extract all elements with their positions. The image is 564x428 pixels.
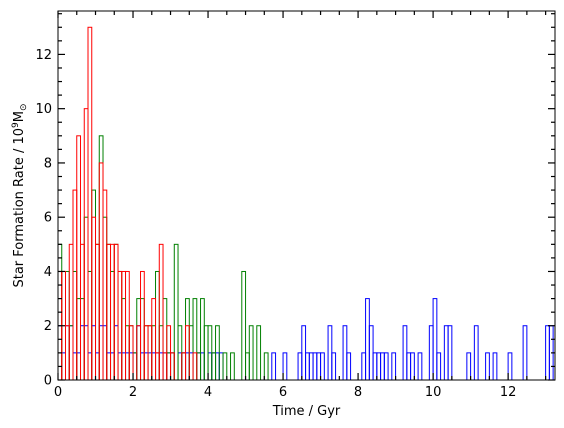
- x-tick-label: 6: [279, 385, 287, 400]
- y-axis-label-subscript: ⊙: [19, 103, 29, 111]
- x-tick-label: 2: [129, 385, 137, 400]
- y-tick-label: 4: [44, 265, 52, 280]
- y-tick-label: 12: [35, 48, 52, 63]
- y-tick-label: 8: [44, 156, 52, 171]
- y-axis-label: Star Formation Rate / 109M⊙: [11, 103, 29, 287]
- x-tick-label: 8: [354, 385, 362, 400]
- y-tick-label: 10: [35, 102, 52, 117]
- x-tick-label: 0: [54, 385, 62, 400]
- tick-labels: 0 2 4 6 8 10 12 0 2 4 6 8 10 12: [35, 48, 516, 400]
- y-tick-label: 2: [44, 319, 52, 334]
- x-tick-label: 4: [204, 385, 212, 400]
- y-axis-label-exponent: 9: [11, 122, 21, 128]
- x-tick-label: 10: [425, 385, 442, 400]
- y-tick-label: 6: [44, 211, 52, 226]
- y-tick-label: 0: [44, 374, 52, 389]
- y-axis-label-unit: M: [12, 111, 27, 122]
- y-axis-label-main: Star Formation Rate / 10: [12, 128, 27, 288]
- x-axis-label: Time / Gyr: [272, 404, 341, 419]
- x-tick-label: 12: [500, 385, 517, 400]
- plot-frame: [57, 10, 556, 381]
